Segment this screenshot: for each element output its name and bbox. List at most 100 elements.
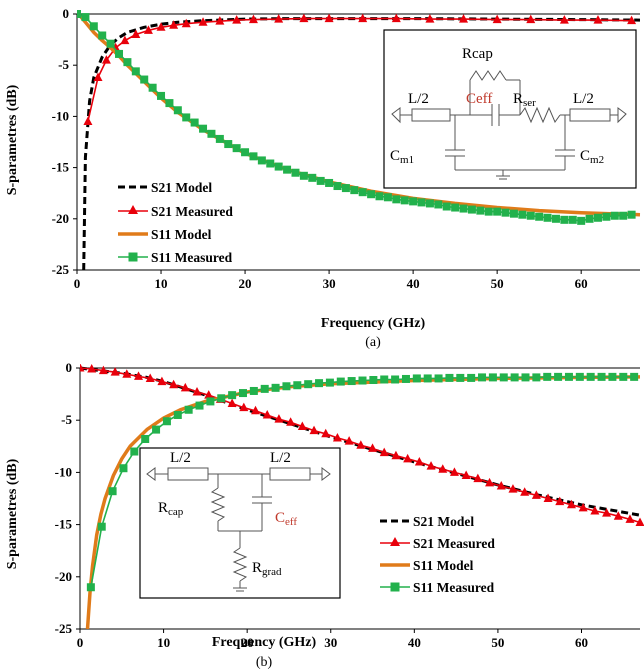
data-point-square bbox=[400, 196, 409, 205]
data-point-triangle bbox=[449, 467, 459, 476]
data-point-triangle bbox=[83, 116, 93, 126]
data-point-square bbox=[367, 190, 376, 199]
data-point-square bbox=[257, 156, 266, 165]
label-rcap: Rcap bbox=[462, 46, 493, 62]
x-tick-label: 20 bbox=[241, 635, 254, 650]
legend-label: S21 Measured bbox=[151, 204, 233, 219]
label-l2-right: L/2 bbox=[573, 91, 594, 107]
data-point-triangle bbox=[181, 18, 191, 28]
data-point-triangle bbox=[134, 371, 144, 380]
data-point-triangle bbox=[120, 35, 130, 45]
legend-entry-b-1: S21 Measured bbox=[380, 536, 495, 551]
data-point-square bbox=[358, 376, 367, 385]
data-point-square bbox=[325, 178, 334, 187]
x-tick-label: 30 bbox=[324, 635, 337, 650]
data-point-square bbox=[266, 159, 275, 168]
data-point-square bbox=[577, 216, 586, 225]
data-point-square bbox=[586, 372, 595, 381]
data-point-triangle bbox=[414, 456, 424, 466]
data-point-square bbox=[610, 211, 619, 220]
x-tick-label: 30 bbox=[323, 276, 336, 291]
y-tick-label: 0 bbox=[66, 360, 73, 375]
data-point-square bbox=[347, 377, 356, 386]
data-point-triangle bbox=[613, 511, 623, 520]
data-point-triangle bbox=[227, 398, 237, 407]
data-point-square bbox=[375, 192, 384, 201]
data-point-square bbox=[499, 373, 508, 382]
data-point-square bbox=[148, 83, 157, 92]
data-point-square bbox=[77, 10, 81, 18]
data-point-square bbox=[488, 373, 497, 382]
data-point-triangle bbox=[391, 13, 401, 23]
x-tick-label: 50 bbox=[491, 276, 504, 291]
data-point-square bbox=[392, 195, 401, 204]
data-point-triangle bbox=[508, 484, 518, 493]
data-point-square bbox=[282, 382, 291, 391]
data-point-square bbox=[130, 447, 139, 456]
data-point-square bbox=[232, 144, 241, 153]
series-line-2 bbox=[85, 375, 641, 629]
data-point-square bbox=[456, 373, 465, 382]
data-point-square bbox=[467, 205, 476, 214]
data-point-square bbox=[619, 211, 628, 220]
data-point-square bbox=[115, 49, 124, 58]
legend-label: S11 Measured bbox=[151, 250, 233, 265]
x-tick-label: 50 bbox=[491, 635, 504, 650]
data-point-square bbox=[493, 207, 502, 216]
data-point-square bbox=[195, 401, 204, 410]
data-point-triangle bbox=[286, 417, 296, 426]
legend-label: S11 Model bbox=[413, 558, 474, 573]
data-point-square bbox=[157, 91, 166, 100]
data-point-square bbox=[593, 213, 602, 222]
data-point-square bbox=[207, 129, 216, 138]
data-point-triangle bbox=[156, 22, 166, 31]
data-point-square bbox=[425, 199, 434, 208]
chart-panel-a: 0 -5 -10 -15 -20 -25 0 10 20 30 40 50 60 S-parametre… bbox=[5, 6, 641, 350]
data-point-square bbox=[283, 165, 292, 174]
data-point-square bbox=[141, 434, 150, 443]
legend-entry-a-3: S11 Measured bbox=[118, 250, 233, 265]
data-point-square bbox=[315, 379, 324, 388]
legend-label: S21 Measured bbox=[413, 536, 495, 551]
legend-label: S21 Model bbox=[151, 180, 212, 195]
y-axis-label-a: S-parametres (dB) bbox=[5, 84, 20, 195]
data-point-square bbox=[445, 373, 454, 382]
data-point-triangle bbox=[110, 367, 120, 376]
label-ceff: Ceff bbox=[466, 91, 492, 107]
label-rser: Rser bbox=[513, 91, 536, 109]
data-point-square bbox=[341, 184, 350, 193]
y-tick-label: -10 bbox=[52, 108, 69, 123]
x-tick-label: 60 bbox=[575, 276, 588, 291]
axes-b: 0 -5 -10 -15 -20 -25 0 10 20 30 40 50 60 bbox=[55, 360, 640, 650]
data-point-square bbox=[325, 378, 334, 387]
data-point-square bbox=[627, 210, 636, 219]
data-point-triangle bbox=[426, 461, 436, 470]
data-point-square bbox=[551, 214, 560, 223]
data-point-triangle bbox=[492, 14, 502, 24]
data-point-triangle bbox=[87, 364, 97, 373]
x-tick-label: 10 bbox=[157, 635, 170, 650]
data-point-square bbox=[249, 386, 258, 395]
data-point-triangle bbox=[98, 365, 108, 375]
data-point-triangle bbox=[101, 55, 111, 64]
data-point-triangle bbox=[590, 506, 600, 515]
y-tick-label: -25 bbox=[55, 621, 73, 636]
label-cm2: Cm2 bbox=[580, 148, 604, 166]
data-point-triangle bbox=[274, 414, 284, 423]
label-l2-left: L/2 bbox=[170, 450, 191, 466]
data-point-triangle bbox=[274, 14, 284, 23]
data-point-triangle bbox=[602, 508, 612, 517]
data-point-square bbox=[564, 372, 573, 381]
x-axis-label-a: Frequency (GHz) bbox=[321, 316, 426, 331]
data-point-triangle bbox=[215, 16, 225, 25]
data-point-square bbox=[336, 377, 345, 386]
data-point-square bbox=[238, 389, 247, 398]
data-point-triangle bbox=[93, 72, 103, 81]
data-point-square bbox=[86, 583, 95, 592]
data-point-triangle bbox=[543, 493, 553, 502]
legend-entry-a-2: S11 Model bbox=[118, 227, 212, 242]
data-point-triangle bbox=[485, 477, 495, 487]
data-point-square bbox=[501, 208, 510, 217]
data-point-square bbox=[543, 372, 552, 381]
y-tick-label: -15 bbox=[55, 517, 73, 532]
